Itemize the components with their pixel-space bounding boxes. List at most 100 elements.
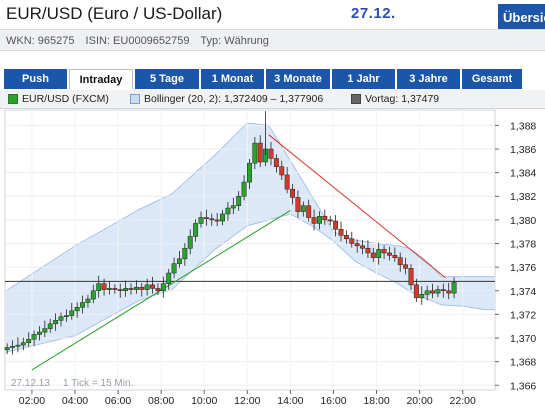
candle — [365, 247, 371, 254]
candle — [96, 283, 102, 292]
chart-legend: EUR/USD (FXCM) Bollinger (20, 2): 1,3724… — [0, 90, 545, 109]
candle — [338, 229, 344, 236]
candle — [187, 236, 193, 249]
tab-3-monate[interactable]: 3 Monate — [266, 69, 330, 89]
candle — [112, 288, 118, 290]
candle — [133, 286, 139, 290]
candle — [268, 148, 274, 159]
candle — [198, 217, 204, 224]
candle — [257, 142, 263, 163]
tab-push[interactable]: Push — [4, 69, 67, 89]
candle — [446, 290, 452, 294]
candle — [230, 205, 236, 209]
candle — [80, 302, 85, 308]
candle — [58, 316, 64, 321]
candle — [252, 142, 258, 164]
candle — [31, 334, 37, 340]
candle — [15, 344, 21, 347]
candle — [42, 328, 48, 333]
candle — [327, 219, 333, 222]
timeframe-tabs: Push Intraday 5 Tage 1 Monat 3 Monate 1 … — [4, 69, 524, 89]
security-meta: WKN: 965275 ISIN: EU0009652759 Typ: Währ… — [0, 29, 545, 51]
candle — [20, 342, 26, 346]
chart-interval-note: 1 Tick = 15 Min. — [63, 378, 133, 389]
candle — [451, 282, 457, 294]
vortag-swatch-icon — [351, 94, 361, 104]
candle — [166, 272, 172, 284]
candle — [182, 247, 188, 260]
candle — [117, 289, 123, 292]
candle — [430, 290, 435, 294]
candle — [247, 162, 252, 183]
candle — [419, 294, 425, 299]
legend-bollinger: Bollinger (20, 2): 1,372409 – 1,377906 — [130, 90, 323, 108]
intraday-chart[interactable]: 1,388 1,386 1,384 1,382 1,380 1,378 1,376 1,374… — [0, 109, 545, 408]
price-swatch-icon — [8, 94, 18, 104]
y-tick-label: 1,374 — [510, 286, 536, 298]
tab-intraday[interactable]: Intraday — [69, 69, 133, 89]
candle — [408, 268, 414, 286]
chart-date-note: 27.12.13 — [11, 378, 50, 389]
candle — [214, 219, 220, 222]
candle — [26, 338, 32, 343]
legend-vortag: Vortag: 1,37479 — [351, 90, 439, 108]
x-tick-label: 08:00 — [148, 395, 174, 407]
candle — [101, 283, 107, 290]
candle — [128, 288, 134, 290]
isin-label: ISIN: EU0009652759 — [85, 35, 190, 47]
candle — [63, 315, 69, 318]
candle — [424, 290, 430, 295]
page-title: EUR/USD (Euro / US-Dollar) — [6, 4, 223, 23]
candle — [37, 331, 42, 335]
candle — [123, 288, 129, 292]
candle — [107, 288, 112, 290]
legend-price-label: EUR/USD (FXCM) — [22, 93, 109, 105]
y-tick-label: 1,382 — [510, 191, 536, 203]
candle — [397, 257, 403, 266]
tab-gesamt[interactable]: Gesamt — [462, 69, 522, 89]
candle — [53, 320, 59, 325]
y-tick-label: 1,376 — [510, 262, 536, 274]
x-tick-label: 16:00 — [320, 395, 346, 407]
candle — [10, 346, 15, 348]
type-label: Typ: Währung — [200, 35, 269, 47]
candle — [144, 284, 150, 290]
x-tick-label: 22:00 — [450, 395, 476, 407]
candle — [236, 195, 242, 206]
overview-button[interactable]: Übersicht — [498, 4, 545, 32]
candle — [381, 249, 387, 254]
x-tick-label: 10:00 — [191, 395, 217, 407]
tab-1-monat[interactable]: 1 Monat — [201, 69, 264, 89]
y-tick-label: 1,386 — [510, 144, 536, 156]
candle — [47, 323, 53, 329]
candle — [343, 234, 349, 240]
candle — [160, 283, 166, 292]
candle — [171, 263, 177, 274]
x-tick-label: 04:00 — [62, 395, 88, 407]
y-tick-label: 1,380 — [510, 215, 536, 227]
candle — [241, 181, 247, 197]
bollinger-band — [6, 122, 495, 353]
tab-5-tage[interactable]: 5 Tage — [135, 69, 199, 89]
candle — [317, 216, 322, 224]
y-tick-label: 1,378 — [510, 239, 536, 251]
candle — [349, 238, 355, 244]
candles — [4, 135, 457, 355]
x-tick-label: 14:00 — [277, 395, 303, 407]
candle — [360, 245, 365, 249]
candle — [90, 290, 96, 300]
x-tick-label: 18:00 — [363, 395, 389, 407]
candle — [150, 284, 155, 289]
candle — [225, 207, 231, 215]
y-tick-label: 1,372 — [510, 309, 536, 321]
legend-vortag-label: Vortag: 1,37479 — [365, 93, 440, 105]
tab-3-jahre[interactable]: 3 Jahre — [397, 69, 460, 89]
y-tick-label: 1,388 — [510, 120, 536, 132]
candle — [284, 174, 290, 190]
tab-1-jahr[interactable]: 1 Jahr — [332, 69, 395, 89]
candle — [279, 166, 285, 176]
wkn-label: WKN: 965275 — [6, 35, 75, 47]
x-tick-label: 20:00 — [406, 395, 432, 407]
candle — [193, 223, 199, 237]
candle — [69, 310, 75, 316]
